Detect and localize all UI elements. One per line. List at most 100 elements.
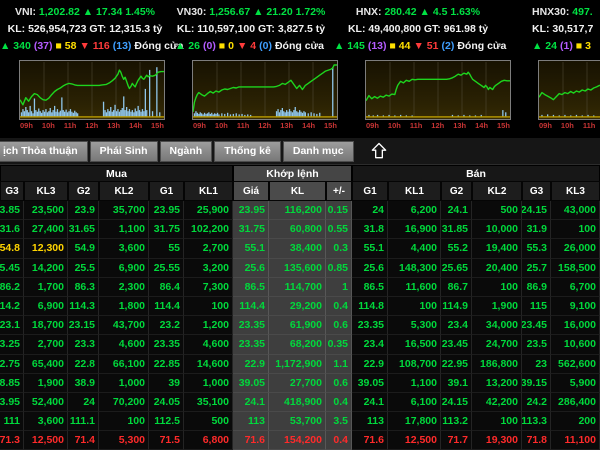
time-axis: 09h 10h 11h 12h 13h 14h 15h [365,120,511,131]
cell: 23.4 [441,316,472,336]
cell: 22.9 [233,354,269,374]
cell: 4,600 [184,335,233,355]
cell: 55.3 [522,239,551,259]
table-row[interactable]: 54.8 12,300 54.9 3,600 55 2,700 55.1 38,400 0.3 5… [0,239,600,259]
cell: 55.2 [441,239,472,259]
cell: 1,900 [472,296,522,317]
cell: 60,800 [269,220,326,240]
cell: 65,400 [24,354,68,374]
cell: 86.7 [441,277,472,297]
index-value: 1,202.82 [38,6,80,18]
column-header: KL [269,181,326,201]
cell: 1,100 [388,373,441,393]
column-header: G2 [441,181,472,201]
cell: 114.9 [441,296,472,317]
cell: 18,700 [24,316,68,336]
table-row[interactable]: 86.2 1,700 86.3 2,300 86.4 7,300 86.5 114,700 1 8… [0,277,600,297]
column-header: G3 [0,181,24,201]
tab-nganh[interactable]: Ngành [159,140,213,162]
cell: 38,400 [269,239,326,259]
cell: 114.4 [233,296,269,317]
reference-count: ■ 44 [389,40,411,52]
tab-phai-sinh[interactable]: Phái Sinh [89,140,158,162]
time-axis-label: 13h [280,121,294,130]
cell: 52,400 [24,392,68,413]
cell: 86.3 [68,277,99,297]
reference-count: ■ 58 [55,40,77,52]
time-axis-label: 11h [409,121,423,130]
cell: 39.1 [441,373,472,393]
time-axis-label: 09h [20,121,33,130]
time-axis-label: 13h [107,121,121,130]
up-arrow-icon[interactable] [366,140,392,162]
tab-danh-muc[interactable]: Danh mục [282,140,354,162]
table-row[interactable]: 22.7565,40022.866,10022.8514,60022.91,17… [0,354,600,374]
time-axis-label: 14h [129,121,143,130]
cell: 25.7 [522,258,551,278]
cell: 23.35 [233,335,269,355]
table-row[interactable]: 71.3 12,500 71.4 5,300 71.5 6,800 71.6 154,200 0… [0,431,600,450]
cell: 148,300 [388,258,441,278]
cell: 24.1 [233,392,269,413]
cell: 71.5 [149,431,184,450]
time-axis-label: 09h [366,121,379,130]
cell: 1,000 [99,373,149,393]
intraday-chart-hnx: 09h 10h 11h 12h 13h 14h 15h [365,60,511,131]
cell: 43,000 [551,201,600,221]
cell: 5,300 [388,316,441,336]
table-row[interactable]: 31.6 27,400 31.65 1,100 31.75 102,200 31.75 60,… [0,220,600,240]
index-panel-hnx: HNX: 280.42 ▲ 4.5 1.63% KL: 49,400,800 G… [334,4,506,56]
cell: 31.6 [0,220,24,240]
cell: 25.65 [441,258,472,278]
column-header: G1 [149,181,184,201]
cell: 23.35 [352,316,388,336]
cell: 71.4 [68,431,99,450]
cell: 22.95 [441,354,472,374]
cell: 113.3 [522,412,551,432]
cell: 86.5 [352,277,388,297]
cell: 3.5 [326,412,352,432]
table-row[interactable]: 114.26,900114.31,800114.4100114.429,2000… [0,296,600,317]
cell: 20,400 [472,258,522,278]
tab-giao-dich-thoa-thuan[interactable]: ịch Thỏa thuận [0,140,88,162]
floor-count: (0) [259,40,272,52]
tab-thong-ke[interactable]: Thống kê [214,140,281,162]
cell: 31.85 [441,220,472,240]
tab-bar: ịch Thỏa thuận Phái Sinh Ngành Thống kê … [0,138,600,164]
table-row[interactable]: 23.1 18,700 23.15 43,700 23.2 1,200 23.35 61,90… [0,316,600,336]
table-row[interactable]: 38.851,90038.91,000391,00039.0527,7000.6… [0,373,600,393]
cell: 112.5 [149,412,184,432]
cell: 5,900 [551,373,600,393]
cell: 26,000 [551,239,600,259]
cell: 23.45 [441,335,472,355]
chart-canvas [192,60,338,120]
cell: 111 [0,412,24,432]
table-row[interactable]: 111 3,600 111.1 100 112.5 500 113 53,700 3.5 113 1… [0,412,600,432]
table-row[interactable]: 23.8523,50023.935,70023.9525,90023.95116… [0,201,600,221]
cell: 29,200 [269,296,326,317]
index-volume: KL: 526,954,723 GT: 12,315.3 tỷ [7,23,163,35]
cell: 23.25 [0,335,24,355]
time-axis-label: 09h [539,121,552,130]
table-row[interactable]: 23.9552,4002470,20024.0535,10024.1418,90… [0,392,600,413]
time-axis: 09h 10h 11h 12h 13h 14h 15h [19,120,165,131]
advancers-count: ▲ 145 [334,40,365,52]
cell: 1 [326,277,352,297]
cell: 23.2 [149,316,184,336]
table-row[interactable]: 23.252,70023.34,60023.354,60023.3568,200… [0,335,600,355]
cell: 114.4 [149,296,184,317]
cell: 11,100 [551,431,600,450]
cell: 6,100 [388,392,441,413]
index-volume: KL: 110,597,100 GT: 3,827.5 tỷ [176,23,326,35]
cell: 0.35 [326,335,352,355]
table-row[interactable]: 25.4514,20025.56,90025.553,20025.6135,60… [0,258,600,278]
cell: 17,800 [388,412,441,432]
cell: 53,700 [269,412,326,432]
time-axis-label: 10h [41,121,55,130]
cell: 4,400 [388,239,441,259]
cell: 5,300 [99,431,149,450]
cell: 24.2 [522,392,551,413]
floor-count: (13) [112,40,132,52]
cell: 71.7 [441,431,472,450]
group-header-row: Mua Khớp lệnh Bán [0,165,600,183]
